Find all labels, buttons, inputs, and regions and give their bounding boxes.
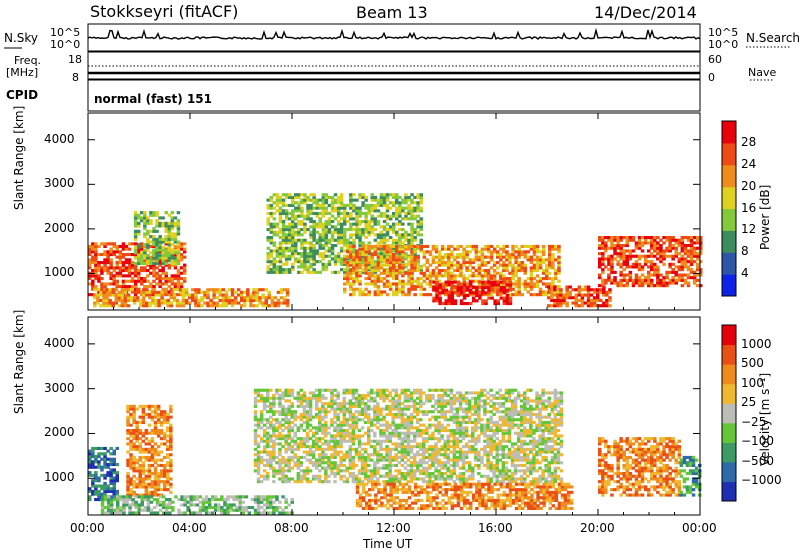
velocity-colorbar-tick-1: 500: [741, 356, 764, 371]
power-colorbar-tick-6: 28: [741, 134, 757, 149]
power-colorbar: [721, 120, 737, 297]
power-colorbar-tick-0: 4: [741, 266, 749, 281]
power-colorbar-frame: [721, 120, 737, 297]
freq-label: Freq.: [14, 54, 42, 67]
velocity-colorbar-tick-0: 1000: [741, 336, 772, 351]
velocity-xtick-label-6: 00:00: [682, 521, 717, 535]
power-colorbar-tick-1: 8: [741, 244, 749, 259]
velocity-colorbar-swatch-5: [722, 383, 736, 404]
velocity-colorbar-swatch-4: [722, 403, 736, 424]
velocity-xtick-label-5: 20:00: [580, 521, 615, 535]
power-colorbar-swatch-1: [722, 252, 736, 275]
velocity-xtick-label-2: 08:00: [274, 521, 309, 535]
velocity-colorbar-swatch-8: [722, 325, 736, 346]
velocity-region-3: [253, 388, 564, 484]
power-region-2: [93, 288, 290, 308]
power-colorbar-swatch-0: [722, 274, 736, 297]
power-region-6: [547, 285, 612, 308]
nave-tick-top: 60: [708, 53, 722, 66]
velocity-region-6: [679, 455, 702, 497]
nave-label: Nave: [748, 66, 777, 79]
velocity-region-2: [100, 495, 294, 515]
power-region-5: [432, 280, 513, 306]
power-ytick-label-1: 2000: [44, 220, 75, 235]
velocity-colorbar-swatch-1: [722, 461, 736, 482]
power-ylabel: Slant Range [km]: [12, 105, 26, 210]
velocity-colorbar-swatch-3: [722, 422, 736, 443]
velocity-ytick-label-1: 2000: [44, 425, 75, 440]
velocity-region-1: [126, 404, 173, 497]
nsearch-tick-top: 10^5: [708, 26, 739, 39]
date-title: 14/Dec/2014: [594, 3, 697, 22]
power-axes: [87, 113, 701, 310]
velocity-xtick-label-4: 16:00: [478, 521, 513, 535]
power-ytick-label-2: 3000: [44, 176, 75, 191]
velocity-colorbar-frame: [721, 324, 737, 502]
power-colorbar-swatch-6: [722, 142, 736, 166]
power-colorbar-tick-2: 12: [741, 222, 757, 237]
nave-tick-bottom: 0: [708, 71, 715, 84]
freq-unit: [MHz]: [6, 66, 39, 79]
velocity-colorbar: [721, 324, 737, 502]
velocity-ylabel: Slant Range [km]: [12, 309, 26, 414]
xaxis-label: Time UT: [363, 537, 413, 551]
velocity-region-4: [355, 482, 574, 510]
nsky-label: N.Sky: [4, 31, 39, 45]
velocity-colorbar-swatch-7: [722, 344, 736, 365]
power-ytick-label-0: 1000: [44, 265, 75, 280]
velocity-axes: [87, 317, 701, 515]
velocity-xtick-label-1: 04:00: [172, 521, 207, 535]
velocity-region-5: [598, 437, 682, 497]
velocity-colorbar-tick-4: −25: [741, 414, 767, 429]
velocity-heatmap-cells: [88, 388, 702, 515]
velocity-colorbar-tick-3: 25: [741, 395, 757, 410]
cpid-panel-frame: [87, 79, 701, 112]
freq-tick-top: 18: [68, 53, 82, 66]
power-colorbar-tick-4: 20: [741, 178, 757, 193]
velocity-colorbar-swatch-6: [722, 364, 736, 385]
velocity-region-0: [88, 446, 119, 502]
velocity-ytick-label-2: 3000: [44, 380, 75, 395]
velocity-colorbar-tick-2: 100: [741, 375, 764, 390]
freq-tick-bottom: 8: [72, 71, 79, 84]
power-colorbar-tick-5: 24: [741, 156, 757, 171]
velocity-colorbar-tick-7: −1000: [741, 473, 782, 488]
velocity-colorbar-swatch-0: [722, 481, 736, 502]
velocity-xtick-label-3: 12:00: [376, 521, 411, 535]
velocity-xtick-label-0: 00:00: [70, 521, 105, 535]
power-colorbar-swatch-4: [722, 186, 736, 209]
power-ytick-label-3: 4000: [44, 131, 75, 146]
cpid-value: normal (fast) 151: [94, 92, 212, 106]
nsky-tick-top: 10^5: [50, 26, 81, 39]
nsky-tick-bottom: 10^0: [50, 38, 81, 51]
power-colorbar-swatch-3: [722, 208, 736, 231]
power-region-1: [133, 211, 181, 265]
velocity-colorbar-tick-6: −500: [741, 453, 774, 468]
power-heatmap-cells: [88, 193, 703, 308]
velocity-ytick-label-3: 4000: [44, 335, 75, 350]
beam-title: Beam 13: [356, 3, 428, 22]
power-colorbar-swatch-5: [722, 164, 736, 188]
power-region-7: [598, 236, 703, 288]
nsky-series: [87, 27, 701, 40]
velocity-colorbar-swatch-2: [722, 442, 736, 463]
power-colorbar-swatch-2: [722, 230, 736, 253]
velocity-ytick-label-0: 1000: [44, 470, 75, 485]
power-colorbar-swatch-7: [722, 121, 736, 144]
power-colorbar-tick-3: 16: [741, 200, 757, 215]
power-colorbar-label: Power [dB]: [758, 184, 772, 250]
station-title: Stokkseyri (fitACF): [90, 2, 239, 21]
cpid-label: CPID: [6, 88, 39, 102]
nsearch-label: N.Search: [746, 31, 800, 45]
nsearch-tick-bottom: 10^0: [708, 38, 739, 51]
velocity-colorbar-tick-5: −100: [741, 434, 774, 449]
